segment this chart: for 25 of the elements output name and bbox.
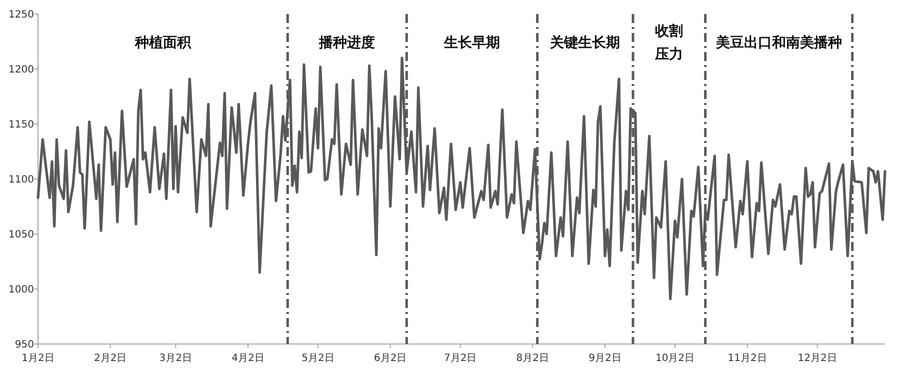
y-tick-label: 1100 [8,174,34,186]
x-tick-label: 8月2日 [516,353,550,364]
x-tick-label: 3月2日 [159,353,192,364]
y-tick-label: 1050 [8,230,34,240]
y-tick-label: 1000 [8,284,34,296]
annotation: 种植面积 [134,35,191,51]
annotation: 美豆出口和南美播种 [716,35,842,51]
x-tick-label: 2月2日 [94,353,127,364]
annotation: 关键生长期 [550,35,620,51]
x-tick-label: 12月2日 [798,353,837,364]
y-tick-label: 950 [14,340,34,350]
annotation: 生长早期 [444,35,500,51]
x-tick-label: 1月2日 [22,353,54,364]
y-tick-label: 1250 [8,10,34,20]
x-tick-label: 11月2日 [728,353,767,364]
x-tick-label: 7月2日 [444,353,477,364]
y-tick-label: 1200 [8,64,34,76]
x-tick-label: 6月2日 [374,353,407,364]
annotation: 收割压力 [655,24,684,62]
x-tick-label: 4月2日 [232,353,264,364]
annotation: 播种进度 [319,35,376,51]
x-tick-label: 10月2日 [655,353,695,364]
x-tick-label: 9月2日 [588,353,622,364]
x-tick-label: 5月2日 [302,353,334,364]
y-tick-label: 1150 [8,120,34,130]
